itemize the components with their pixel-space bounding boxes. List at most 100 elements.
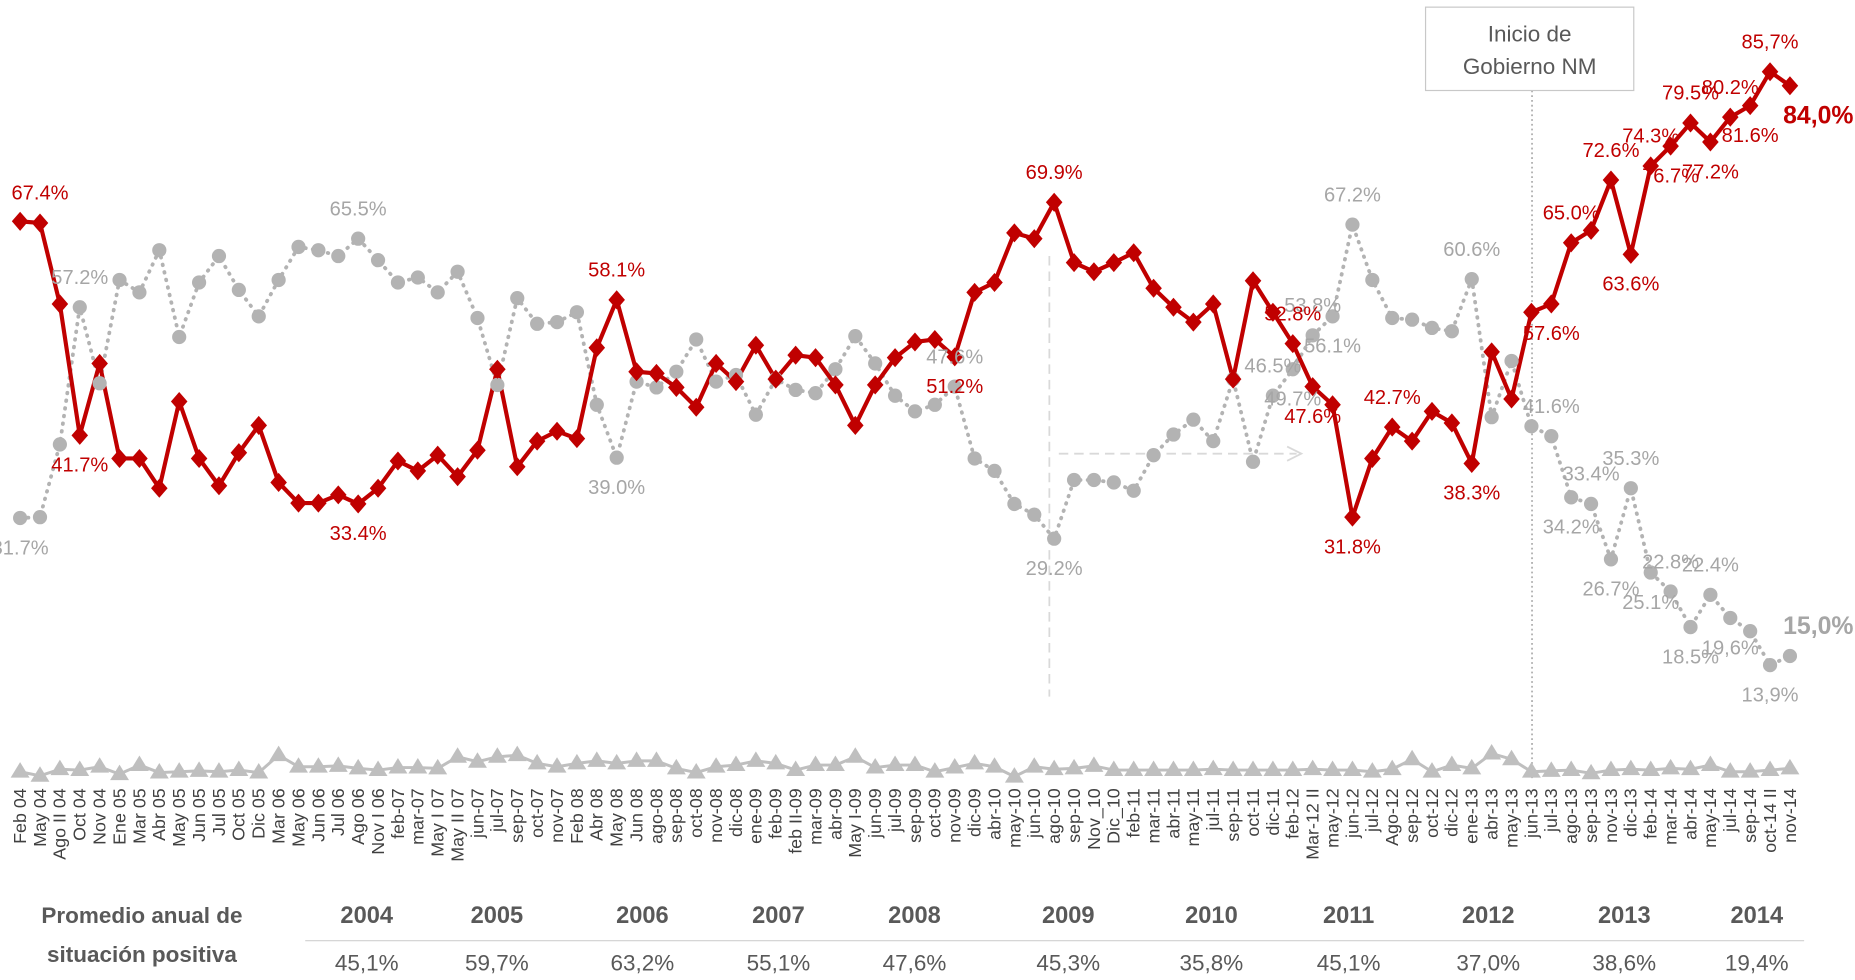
diamond-marker — [429, 445, 446, 465]
circle-marker — [92, 376, 107, 391]
circle-marker — [1245, 454, 1261, 469]
circle-marker — [1385, 310, 1400, 326]
diamond-marker — [707, 353, 725, 373]
x-tick-label: May 06 — [288, 788, 308, 847]
triangle-marker — [1024, 757, 1044, 773]
x-tick-label: mar-07 — [408, 788, 428, 845]
triangle-marker — [1621, 759, 1641, 776]
x-tick-label: Abr 08 — [587, 788, 607, 841]
circle-marker — [1106, 475, 1121, 490]
data-label: 41.7% — [51, 455, 108, 477]
circle-marker — [808, 386, 823, 401]
x-tick-label: may-11 — [1183, 788, 1203, 846]
year-label: 2009 — [1042, 903, 1095, 929]
diamond-marker — [528, 431, 546, 451]
circle-marker — [1782, 648, 1798, 664]
circle-marker — [1146, 448, 1161, 463]
triangle-marker — [189, 761, 209, 777]
circle-marker — [72, 300, 87, 315]
x-tick-label: mar-14 — [1661, 788, 1681, 845]
data-label: 26.7% — [1582, 579, 1639, 601]
circle-marker — [211, 248, 227, 264]
data-label: 19,6% — [1702, 637, 1759, 659]
triangle-marker — [766, 753, 786, 770]
circle-marker — [589, 397, 604, 412]
diamond-marker — [1543, 294, 1560, 314]
triangle-marker — [348, 758, 368, 775]
series-line — [18, 752, 1792, 779]
x-tick-label: jul-09 — [885, 788, 905, 833]
triangle-marker — [527, 753, 547, 770]
circle-marker — [1703, 587, 1718, 602]
diamond-marker — [11, 211, 29, 231]
triangle-marker — [786, 760, 806, 776]
triangle-marker — [607, 753, 627, 770]
x-tick-label: Dic_10 — [1104, 788, 1125, 844]
data-label: 41.6% — [1523, 396, 1580, 418]
circle-marker — [410, 270, 425, 285]
diamond-marker — [310, 493, 327, 513]
triangle-marker — [1581, 763, 1601, 780]
circle-marker — [748, 407, 763, 422]
x-tick-label: nov-09 — [945, 788, 965, 843]
diamond-marker — [369, 478, 387, 498]
triangle-marker — [965, 753, 985, 770]
year-label: 2013 — [1598, 903, 1651, 929]
x-tick-label: feb II-09 — [786, 788, 806, 854]
triangle-marker — [129, 755, 149, 772]
diamond-marker — [1105, 253, 1123, 273]
x-tick-label: Oct 05 — [229, 788, 249, 841]
diamond-marker — [409, 461, 427, 481]
diamond-marker — [190, 448, 208, 469]
triangle-marker — [686, 762, 706, 779]
triangle-marker — [845, 747, 865, 763]
triangle-marker — [1124, 760, 1144, 776]
diamond-marker — [787, 345, 804, 365]
diamond-marker — [1364, 448, 1381, 469]
triangle-marker — [1044, 759, 1064, 776]
year-label: 2005 — [471, 903, 524, 929]
circle-marker — [1265, 388, 1281, 403]
triangle-marker — [1661, 758, 1681, 775]
year-average: 45,1% — [335, 950, 399, 975]
circle-marker — [390, 275, 406, 290]
triangle-marker — [1203, 759, 1223, 776]
circle-marker — [450, 264, 465, 279]
data-label: 58.1% — [588, 260, 645, 282]
annotation: Gobierno NM — [1463, 54, 1597, 79]
x-tick-label: sep-10 — [1064, 788, 1084, 843]
circle-marker — [689, 332, 704, 347]
diamond-marker — [767, 369, 785, 389]
triangle-marker — [706, 757, 726, 773]
circle-marker — [649, 380, 664, 395]
circle-marker — [1544, 429, 1559, 444]
circle-marker — [331, 248, 346, 264]
table-label: Promedio anual de — [41, 903, 242, 928]
triangle-marker — [567, 753, 587, 770]
x-tick-label: oct-12 — [1422, 788, 1442, 838]
diamond-marker — [1045, 192, 1063, 212]
diamond-marker — [330, 485, 347, 505]
year-average: 38,6% — [1592, 950, 1656, 975]
diamond-marker — [1224, 369, 1242, 389]
circle-marker — [1683, 619, 1698, 635]
year-average: 35,8% — [1180, 950, 1244, 975]
diamond-marker — [1721, 107, 1739, 127]
diamond-marker — [1344, 507, 1361, 527]
year-label: 2010 — [1185, 903, 1238, 929]
data-label: 67.4% — [12, 183, 69, 205]
triangle-marker — [1502, 749, 1521, 766]
triangle-marker — [428, 758, 448, 775]
triangle-marker — [30, 766, 50, 782]
data-label: 46.5% — [1244, 355, 1301, 377]
diamond-marker — [1642, 156, 1660, 176]
data-label: 34.2% — [1543, 517, 1600, 539]
x-tick-label: jul-07 — [487, 788, 507, 833]
triangle-marker — [1402, 749, 1422, 766]
triangle-marker — [507, 745, 527, 762]
series-line — [18, 69, 1793, 520]
x-tick-label: abr-11 — [1163, 788, 1183, 838]
diamond-marker — [230, 443, 248, 463]
x-tick-label: sep-07 — [507, 788, 527, 843]
data-label: 22.8% — [1642, 551, 1699, 573]
